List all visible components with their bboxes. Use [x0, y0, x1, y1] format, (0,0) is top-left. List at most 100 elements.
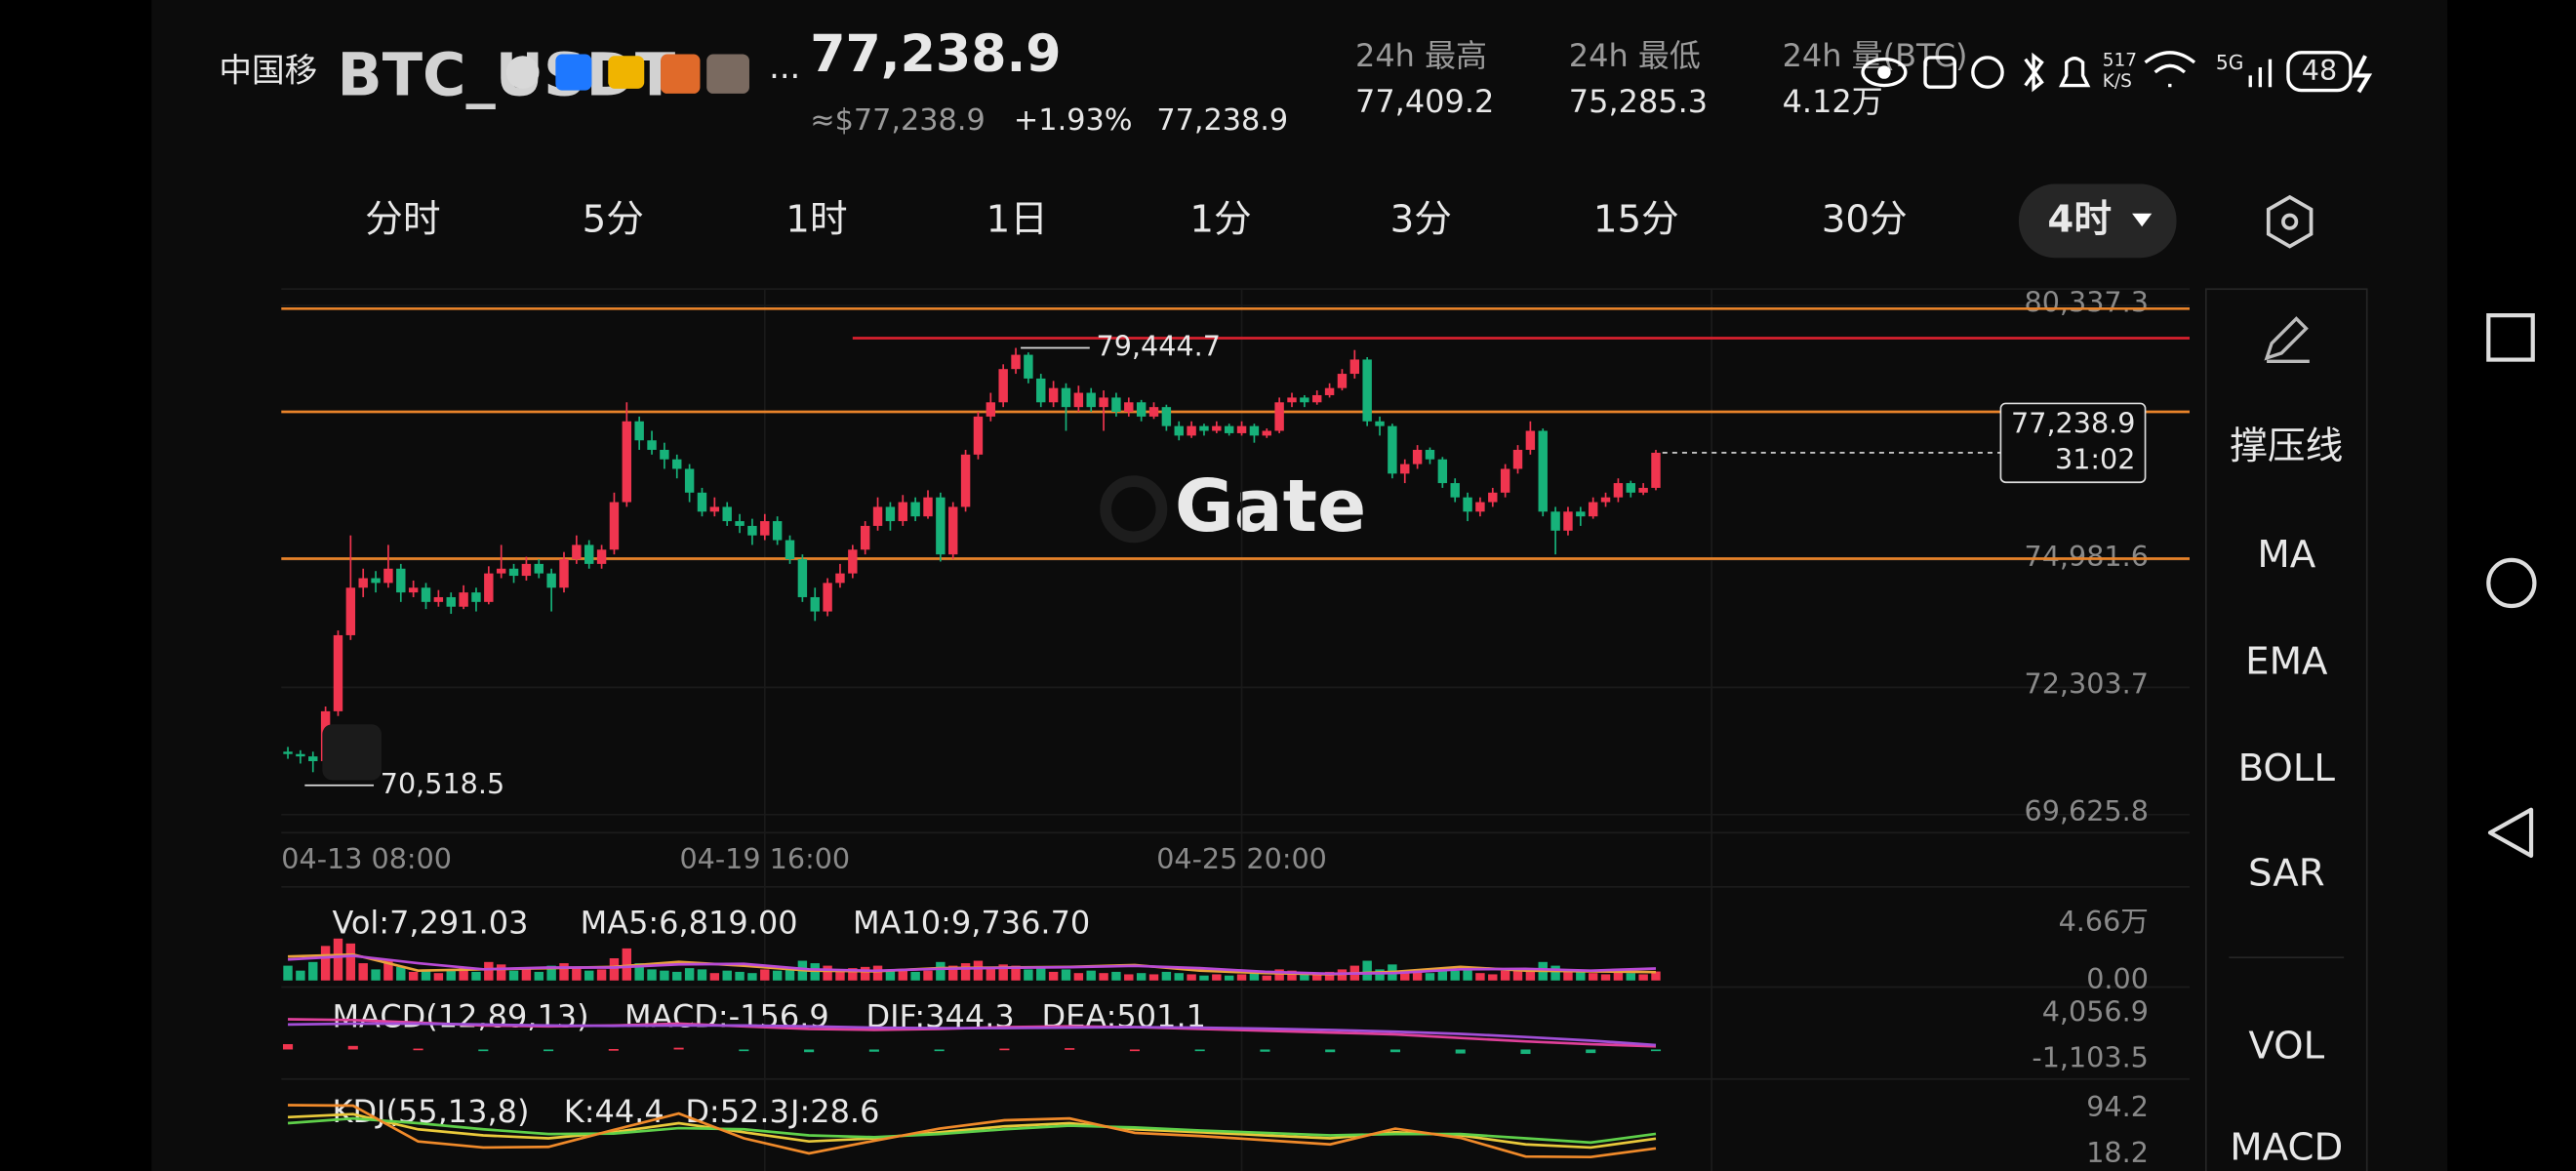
- indicator-tool[interactable]: BOLL: [2238, 747, 2336, 790]
- last-price-box: [1999, 402, 2147, 484]
- candle-body: [1375, 421, 1385, 426]
- tab-dropdown-icon[interactable]: [2132, 213, 2153, 227]
- volume-bar: [760, 969, 770, 981]
- nav-recents[interactable]: [2486, 313, 2535, 362]
- candle-body: [936, 497, 946, 555]
- candle-body: [1638, 487, 1648, 493]
- y-tick-label: 4.66万: [2059, 905, 2149, 938]
- volume-bar: [596, 969, 607, 981]
- volume-bar: [973, 960, 984, 981]
- volume-bar: [345, 943, 356, 981]
- candle-body: [1048, 387, 1059, 403]
- candle-body: [1450, 483, 1460, 498]
- timeframe-tab[interactable]: 4时: [2047, 198, 2112, 242]
- macd-bar: [1520, 1049, 1531, 1055]
- candle-body: [660, 449, 669, 460]
- candle-body: [1437, 459, 1448, 484]
- volume-bar: [1525, 968, 1536, 981]
- reset-button[interactable]: [322, 724, 382, 781]
- candle-body: [1488, 492, 1498, 503]
- volume-bar: [421, 969, 431, 981]
- volume-bar: [1588, 973, 1598, 981]
- volume-bar: [885, 970, 896, 981]
- candle-body: [383, 568, 393, 584]
- volume-bar: [948, 965, 958, 981]
- battery: [2286, 51, 2353, 93]
- candle-body: [1312, 394, 1322, 403]
- candle-body: [797, 559, 808, 597]
- indicator-tool[interactable]: MA: [2257, 533, 2315, 577]
- timeframe-tab[interactable]: 1时: [785, 198, 847, 242]
- timeframe-tab[interactable]: 3分: [1390, 198, 1452, 242]
- volume-bar: [508, 970, 519, 981]
- candle-body: [973, 416, 984, 455]
- macd-bar: [1194, 1049, 1205, 1052]
- low-label: 70,518.5: [381, 767, 504, 800]
- candle-body: [1174, 425, 1184, 436]
- candle-body: [1148, 407, 1159, 417]
- indicator-tool[interactable]: EMA: [2245, 639, 2328, 683]
- volume-bar: [1500, 970, 1510, 981]
- candle-body: [1011, 354, 1021, 370]
- candle-body: [296, 753, 305, 757]
- volume-bar: [747, 973, 757, 981]
- volume-bar: [898, 969, 907, 981]
- candle-body: [872, 506, 883, 526]
- candle-body: [534, 563, 543, 574]
- nav-home[interactable]: [2486, 557, 2537, 609]
- indicator-tool[interactable]: VOL: [2248, 1024, 2324, 1068]
- countdown-label: 31:02: [2055, 442, 2135, 475]
- volume-bar: [1199, 975, 1209, 981]
- volume-bar: [647, 969, 657, 981]
- macd-bar: [1389, 1049, 1401, 1053]
- candle-body: [421, 587, 431, 602]
- volume-bar: [1024, 969, 1033, 981]
- indicator-tool[interactable]: SAR: [2248, 852, 2325, 896]
- volume-bar: [496, 964, 506, 981]
- macd-bar: [1586, 1049, 1596, 1054]
- timeframe-tab[interactable]: 1日: [986, 198, 1048, 242]
- volume-bar: [471, 971, 481, 981]
- volume-bar: [872, 965, 883, 981]
- timeframe-tab[interactable]: 30分: [1822, 198, 1908, 242]
- x-tick-label: 04-19 16:00: [679, 842, 850, 875]
- indicator-tool[interactable]: 撑压线: [2230, 424, 2343, 468]
- settings-icon[interactable]: [2266, 194, 2314, 249]
- candle-body: [1086, 392, 1096, 408]
- volume-bar: [1161, 971, 1172, 981]
- candle-body: [1337, 374, 1348, 388]
- candle-body: [823, 583, 832, 612]
- volume-bar: [672, 971, 682, 981]
- volume-bar: [408, 971, 419, 981]
- timeframe-tab[interactable]: 分时: [365, 198, 440, 242]
- volume-bar: [1613, 971, 1624, 981]
- macd-bar: [282, 1043, 294, 1050]
- candle-body: [1388, 425, 1397, 474]
- candle-body: [596, 549, 607, 564]
- volume-bar: [1437, 969, 1448, 981]
- indicator-tool[interactable]: MACD: [2230, 1126, 2343, 1170]
- indicator-line: [287, 954, 1657, 976]
- last-price-label: 77,238.9: [2011, 406, 2135, 439]
- candle-body: [584, 545, 594, 564]
- candle-body: [1500, 468, 1510, 493]
- timeframe-tab[interactable]: 15分: [1593, 198, 1679, 242]
- draw-tool-icon[interactable]: [2264, 316, 2310, 363]
- candle-body: [1274, 402, 1284, 431]
- indicator-legend: MA10:9,736.70: [853, 905, 1090, 942]
- more-menu[interactable]: ...: [769, 48, 800, 86]
- candle-body: [308, 756, 318, 762]
- stat-value: 75,285.3: [1569, 83, 1708, 120]
- candle-body: [785, 540, 795, 560]
- volume-bar: [383, 960, 393, 981]
- timeframe-tab[interactable]: 5分: [583, 198, 644, 242]
- timeframe-tab[interactable]: 1分: [1189, 198, 1251, 242]
- candle-body: [1651, 452, 1661, 488]
- candle-body: [1124, 402, 1134, 413]
- volume-bar: [1187, 974, 1196, 981]
- candle-body: [860, 525, 870, 550]
- volume-bar: [923, 970, 933, 981]
- nav-back[interactable]: [2487, 807, 2534, 858]
- candle-body: [1287, 397, 1297, 403]
